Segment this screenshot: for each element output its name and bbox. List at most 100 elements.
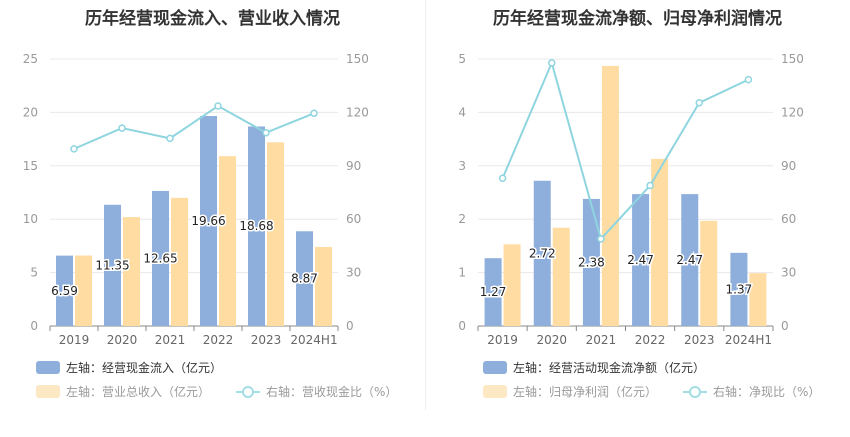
legend-row-2: 左轴：营业总收入（亿元） 右轴：营收现金比（%） <box>36 383 397 400</box>
bar-secondary <box>219 156 236 326</box>
bar-data-label: 11.35 <box>95 258 129 272</box>
bar-data-label: 19.66 <box>191 214 225 228</box>
y-right-tick-label: 30 <box>346 266 361 280</box>
ratio-line <box>73 104 315 150</box>
bar-primary <box>200 116 217 327</box>
x-tick-label: 2023 <box>251 333 282 347</box>
bar-secondary <box>700 220 718 326</box>
legend-label: 左轴：经营现金流入（亿元） <box>66 361 223 375</box>
x-tick-label: 2020 <box>107 333 138 347</box>
bar-primary <box>582 198 600 326</box>
legend-line-marker-icon <box>236 385 261 398</box>
ratio-point <box>310 109 318 118</box>
bar-data-label: 6.59 <box>51 284 78 298</box>
y-right-tick-label: 90 <box>346 159 361 173</box>
y-right-tick-label: 60 <box>346 212 361 226</box>
bar-data-label: 18.68 <box>239 219 273 233</box>
bar-secondary <box>123 217 140 326</box>
ratio-line <box>501 59 749 241</box>
bar-primary <box>730 252 748 326</box>
chart-panel-cashflow-inflow: 历年经营现金流入、营业收入情况 0 5 10 15 20 25 0 30 60 90 120 150 2… <box>23 9 398 400</box>
bar-secondary <box>171 197 188 326</box>
ratio-point <box>214 102 222 110</box>
y-left-tick-label: 4 <box>458 105 466 119</box>
y-left-tick-label: 0 <box>30 319 38 333</box>
bar-primary <box>681 194 699 326</box>
y-left-tick-label: 5 <box>30 266 38 280</box>
bar-primary <box>533 180 551 326</box>
y-right-tick-label: 90 <box>781 159 796 173</box>
ratio-point <box>695 99 703 107</box>
bar-primary <box>104 204 121 326</box>
bar-secondary <box>749 273 767 326</box>
bar-data-label: 8.87 <box>291 272 318 286</box>
bar-primary <box>56 255 73 326</box>
x-tick-label: 2024H1 <box>725 333 772 347</box>
bar-secondary <box>651 158 669 326</box>
legend-swatch-blue <box>36 361 60 374</box>
bar-secondary <box>75 255 92 326</box>
x-tick-label: 2024H1 <box>290 333 337 347</box>
bar-data-label: 2.38 <box>578 255 605 269</box>
legend-item-bar-1[interactable]: 左轴：经营活动现金流净额（亿元） <box>483 359 705 376</box>
bar-data-label: 1.27 <box>480 285 507 299</box>
y-right-tick-label: 150 <box>781 52 804 66</box>
legend-label[interactable]: 右轴：营收现金比（%） <box>266 385 398 399</box>
x-tick-label: 2022 <box>635 333 666 347</box>
bar-secondary <box>601 65 619 326</box>
bar-data-label: 1.37 <box>726 282 753 296</box>
x-tick-label: 2019 <box>487 333 518 347</box>
chart-title: 历年经营现金流入、营业收入情况 <box>85 9 340 29</box>
ratio-point <box>70 145 78 153</box>
y-left-tick-label: 3 <box>458 159 466 173</box>
bar-primary <box>632 194 650 326</box>
legend-line-marker-icon <box>683 385 708 398</box>
y-left-tick-label: 1 <box>458 266 466 280</box>
y-right-tick-label: 0 <box>781 319 789 333</box>
bar-data-label: 2.47 <box>627 253 654 267</box>
y-right-tick-label: 120 <box>346 105 369 119</box>
y-left-tick-label: 0 <box>458 319 466 333</box>
x-tick-label: 2023 <box>684 333 715 347</box>
ratio-point <box>597 235 605 243</box>
legend-label[interactable]: 左轴：营业总收入（亿元） <box>66 385 211 399</box>
bar-data-label: 12.65 <box>143 251 177 265</box>
legend-swatch-orange <box>483 385 507 398</box>
panel-divider <box>425 0 426 410</box>
ratio-point <box>166 134 174 143</box>
legend-label[interactable]: 右轴：净现比（%） <box>713 385 821 399</box>
chart-plot: 0 5 10 15 20 25 0 30 60 90 120 150 2019 2020 2021 2022 2… <box>23 52 369 347</box>
bar-secondary <box>503 244 521 326</box>
bar-primary <box>152 190 169 326</box>
y-left-tick-label: 5 <box>458 52 466 66</box>
chart-plot: 0 1 2 3 4 5 0 30 60 90 120 150 2019 2020 2021 2022 2023 2… <box>458 52 804 347</box>
x-tick-label: 2021 <box>155 333 186 347</box>
bar-data-label: 2.72 <box>529 246 556 260</box>
x-tick-label: 2022 <box>203 333 234 347</box>
bar-data-label: 2.47 <box>676 253 703 267</box>
legend-label[interactable]: 左轴：归母净利润（亿元） <box>513 385 658 399</box>
chart-title: 历年经营现金流净额、归母净利润情况 <box>493 9 782 29</box>
legend-swatch-blue <box>483 361 507 374</box>
legend-row-2: 左轴：归母净利润（亿元） 右轴：净现比（%） <box>483 383 820 400</box>
bar-secondary <box>552 227 570 326</box>
x-tick-label: 2019 <box>59 333 90 347</box>
ratio-point <box>118 124 126 132</box>
x-tick-label: 2021 <box>586 333 617 347</box>
y-right-tick-label: 30 <box>781 266 796 280</box>
y-left-tick-label: 2 <box>458 212 466 226</box>
ratio-point <box>548 59 556 67</box>
bar-primary <box>484 258 502 326</box>
legend-item-bar-1[interactable]: 左轴：经营现金流入（亿元） <box>36 359 222 376</box>
ratio-point <box>262 128 270 137</box>
y-right-tick-label: 120 <box>781 105 804 119</box>
y-left-tick-label: 20 <box>23 105 38 119</box>
x-tick-label: 2020 <box>536 333 567 347</box>
y-left-tick-label: 25 <box>23 52 38 66</box>
legend-swatch-orange <box>36 385 60 398</box>
bar-primary <box>248 126 265 327</box>
chart-panel-net-cashflow: 历年经营现金流净额、归母净利润情况 0 1 2 3 4 5 0 30 60 90 120 150 201… <box>425 0 850 437</box>
y-right-tick-label: 60 <box>781 212 796 226</box>
legend-label: 左轴：经营活动现金流净额（亿元） <box>513 361 706 375</box>
y-left-tick-label: 15 <box>23 159 38 173</box>
